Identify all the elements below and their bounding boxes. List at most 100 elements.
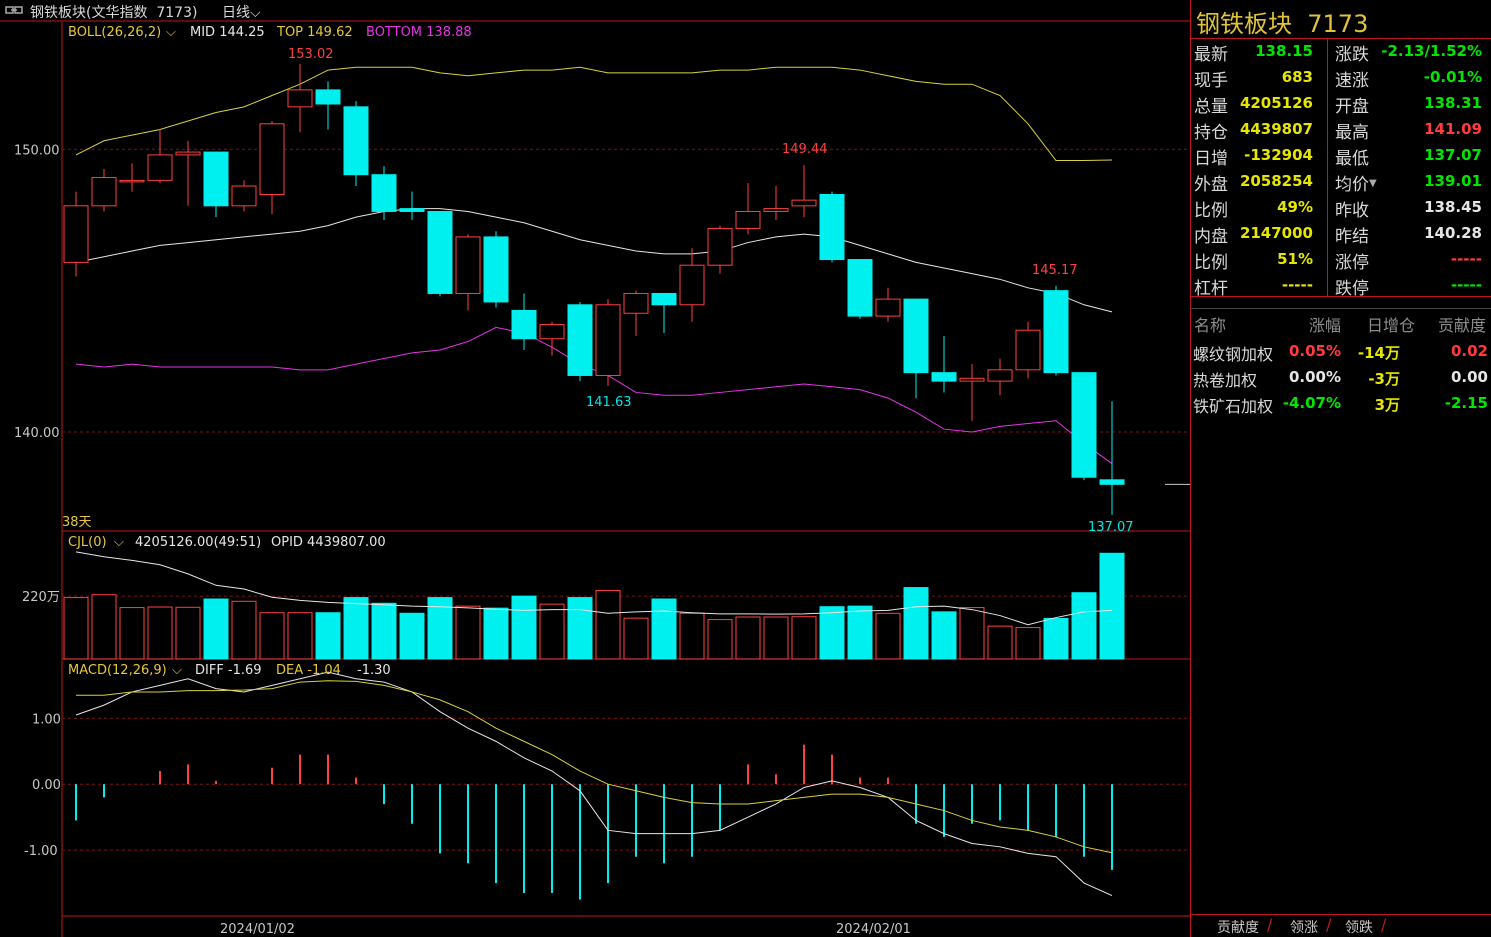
candle-body[interactable] — [567, 304, 593, 376]
candle-body[interactable] — [231, 185, 257, 207]
volume-bar[interactable] — [623, 617, 649, 660]
volume-bar[interactable] — [875, 612, 901, 660]
volume-bar[interactable] — [567, 597, 593, 660]
contrib-name: 热卷加权 — [1193, 371, 1258, 390]
volume-bar[interactable] — [371, 602, 397, 660]
volume-bar[interactable] — [455, 605, 481, 660]
panel-divider — [1190, 914, 1491, 915]
candle-body[interactable] — [147, 154, 173, 181]
volume-bar[interactable] — [595, 589, 621, 660]
candle-body[interactable] — [399, 208, 425, 212]
panel-tab[interactable]: 领跌 — [1345, 920, 1373, 936]
volume-bar[interactable] — [847, 605, 873, 660]
contrib-header: 涨幅 — [1309, 316, 1342, 335]
candle-body[interactable] — [1099, 479, 1125, 485]
contrib-row[interactable]: 铁矿石加权 -4.07% 3万 -2.15 — [1190, 393, 1491, 417]
volume-bar[interactable] — [287, 612, 313, 660]
candle-body[interactable] — [371, 174, 397, 212]
link-icon[interactable] — [5, 4, 23, 16]
candle-body[interactable] — [343, 106, 369, 176]
volume-bar[interactable] — [511, 595, 537, 660]
candle-body[interactable] — [259, 123, 285, 195]
volume-bar[interactable] — [903, 587, 929, 660]
candle-body[interactable] — [483, 236, 509, 303]
volume-bar[interactable] — [259, 612, 285, 660]
contrib-change: -4.07% — [1282, 394, 1341, 412]
candle-body[interactable] — [763, 208, 789, 212]
candle-body[interactable] — [427, 210, 453, 294]
candle-body[interactable] — [791, 199, 817, 207]
volume-bar[interactable] — [707, 619, 733, 660]
volume-bar[interactable] — [1099, 552, 1125, 660]
caret-down-icon[interactable]: ▼ — [1369, 178, 1377, 189]
volume-bar[interactable] — [1015, 627, 1041, 660]
volume-bar[interactable] — [735, 616, 761, 660]
volume-bar[interactable] — [959, 607, 985, 660]
chevron-down-icon: ⌵ — [250, 5, 261, 21]
candle-body[interactable] — [623, 292, 649, 314]
volume-bar[interactable] — [819, 606, 845, 660]
volume-bar[interactable] — [651, 598, 677, 660]
quote-value: -2.13/1.52% — [1381, 42, 1482, 60]
volume-bar[interactable] — [63, 597, 89, 660]
panel-tab[interactable]: 领涨 — [1290, 920, 1318, 936]
candle-body[interactable] — [1043, 290, 1069, 374]
candle-body[interactable] — [679, 264, 705, 306]
candle-body[interactable] — [959, 377, 985, 382]
volume-bar[interactable] — [483, 607, 509, 660]
candle-body[interactable] — [819, 193, 845, 261]
candle-body[interactable] — [707, 227, 733, 266]
volume-bar[interactable] — [1043, 617, 1069, 660]
quote-label: 外盘 — [1194, 175, 1228, 195]
quote-panel — [1190, 0, 1491, 937]
volume-legend-value: 4205126.00(49:51) — [135, 535, 261, 550]
candle-body[interactable] — [595, 304, 621, 376]
quote-label: 比例 — [1194, 253, 1228, 273]
volume-bar[interactable] — [315, 612, 341, 660]
volume-bar[interactable] — [791, 616, 817, 660]
candle-body[interactable] — [287, 89, 313, 108]
volume-bar[interactable] — [931, 611, 957, 660]
panel-tab[interactable]: 贡献度 — [1217, 920, 1259, 936]
volume-bar[interactable] — [91, 594, 117, 660]
candle-body[interactable] — [119, 179, 145, 183]
candle-body[interactable] — [511, 309, 537, 340]
candle-body[interactable] — [875, 298, 901, 317]
candle-body[interactable] — [175, 151, 201, 156]
period-selector[interactable]: 日线⌵ — [222, 2, 261, 22]
volume-bar[interactable] — [539, 603, 565, 660]
candle-body[interactable] — [1015, 329, 1041, 371]
quote-value: ----- — [1450, 250, 1482, 268]
volume-bar[interactable] — [399, 612, 425, 660]
candle-body[interactable] — [203, 151, 229, 207]
volume-bar[interactable] — [763, 616, 789, 660]
candle-body[interactable] — [1071, 372, 1097, 478]
volume-bar[interactable] — [1071, 592, 1097, 660]
contrib-row[interactable]: 螺纹钢加权 0.05% -14万 0.02 — [1190, 341, 1491, 365]
volume-bar[interactable] — [119, 607, 145, 660]
volume-bar[interactable] — [987, 625, 1013, 660]
candle-body[interactable] — [651, 292, 677, 306]
volume-bar[interactable] — [147, 606, 173, 660]
candle-body[interactable] — [735, 210, 761, 229]
volume-bar[interactable] — [231, 600, 257, 660]
volume-bar[interactable] — [427, 597, 453, 660]
volume-bar[interactable] — [175, 606, 201, 660]
candle-body[interactable] — [91, 177, 117, 207]
volume-bar[interactable] — [679, 612, 705, 660]
quote-label: 昨收 — [1335, 201, 1369, 221]
volume-bar[interactable] — [343, 597, 369, 660]
candle-body[interactable] — [539, 324, 565, 340]
candle-body[interactable] — [931, 372, 957, 382]
candle-body[interactable] — [63, 205, 89, 263]
volume-bar[interactable] — [203, 598, 229, 660]
quote-label: 比例 — [1194, 201, 1228, 221]
kline-chart[interactable]: 150.00 140.00 153.02 149.44 145.17 141.63 137.… — [0, 0, 1190, 937]
candle-body[interactable] — [903, 298, 929, 374]
contrib-oi: -3万 — [1368, 370, 1400, 388]
candle-body[interactable] — [455, 236, 481, 294]
candle-body[interactable] — [847, 259, 873, 317]
candle-body[interactable] — [315, 89, 341, 105]
contrib-row[interactable]: 热卷加权 0.00% -3万 0.00 — [1190, 367, 1491, 391]
candle-body[interactable] — [987, 369, 1013, 382]
